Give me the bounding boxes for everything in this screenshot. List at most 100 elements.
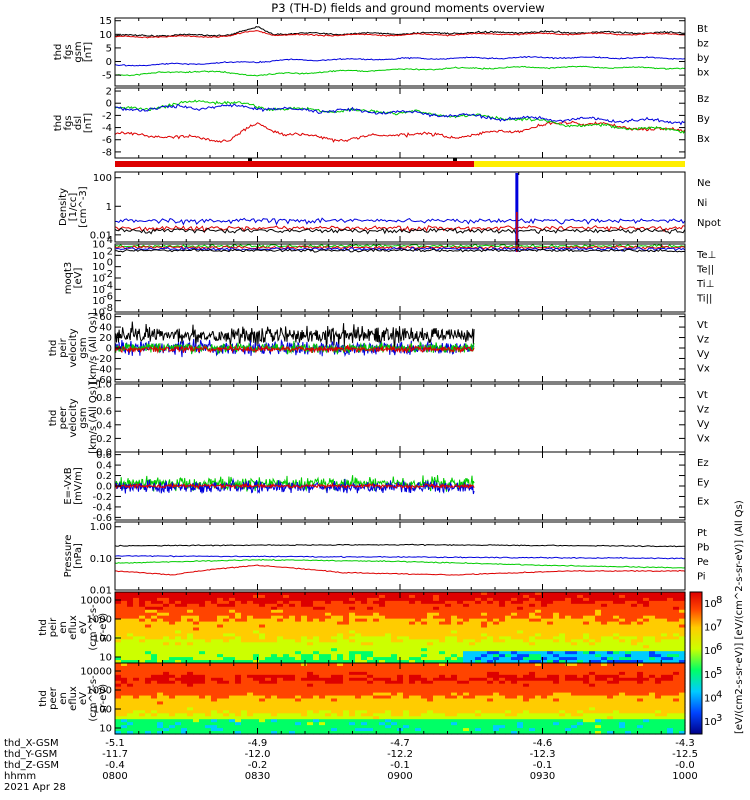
electron-spectrogram-cell	[355, 663, 362, 667]
ion-spectrogram-cell	[541, 642, 548, 646]
electron-spectrogram-cell	[571, 677, 578, 682]
ion-spectrogram-cell	[463, 657, 470, 661]
ion-spectrogram-cell	[625, 648, 632, 652]
electron-spectrogram-cell	[169, 674, 176, 679]
ion-spectrogram-cell	[181, 633, 188, 637]
ion-spectrogram-cell	[313, 636, 320, 640]
electron-spectrogram-cell	[601, 728, 608, 732]
ion-spectrogram-cell	[205, 636, 212, 640]
electron-spectrogram-cell	[517, 677, 524, 682]
ion-spectrogram-cell	[211, 615, 218, 620]
ion-spectrogram-cell	[439, 592, 446, 596]
ion-spectrogram-cell	[325, 594, 332, 599]
electron-spectrogram-cell	[361, 671, 368, 676]
electron-spectrogram-cell	[499, 692, 506, 697]
ion-spectrogram-cell	[349, 642, 356, 646]
fgs-dsl-series-By	[114, 99, 686, 134]
ion-spectrogram-cell	[631, 624, 638, 629]
ion-spectrogram-cell	[325, 639, 332, 643]
electron-spectrogram-cell	[475, 716, 482, 720]
electron-spectrogram-cell	[409, 680, 416, 685]
electron-spectrogram-cell	[523, 671, 530, 676]
electron-spectrogram-cell	[241, 665, 248, 670]
ion-spectrogram-cell	[139, 612, 146, 617]
electron-spectrogram-cell	[229, 663, 236, 667]
electron-spectrogram-cell	[349, 683, 356, 688]
ion-spectrogram-cell	[619, 624, 626, 629]
ion-spectrogram-cell	[253, 621, 260, 626]
ion-spectrogram-cell	[211, 627, 218, 632]
electron-spectrogram-cell	[475, 698, 482, 703]
electron-spectrogram-cell	[463, 710, 470, 714]
electron-spectrogram-cell	[193, 680, 200, 685]
electron-spectrogram-cell	[439, 707, 446, 711]
ion-spectrogram-cell	[259, 648, 266, 652]
electron-spectrogram-cell	[199, 710, 206, 714]
ion-spectrogram-cell	[355, 606, 362, 611]
electron-spectrogram-cell	[319, 698, 326, 703]
electron-spectrogram-cell	[499, 722, 506, 726]
ion-spectrogram-cell	[469, 660, 476, 664]
ion-spectrogram-cell	[601, 627, 608, 632]
electron-spectrogram-cell	[361, 701, 368, 706]
ion-spectrogram-cell	[475, 642, 482, 646]
ion-spectrogram-cell	[205, 654, 212, 658]
electron-spectrogram-cell	[379, 665, 386, 670]
ion-spectrogram-cell	[199, 603, 206, 608]
electron-spectrogram-cell	[541, 674, 548, 679]
electron-spectrogram-cell	[511, 668, 518, 673]
electron-spectrogram-cell	[535, 716, 542, 720]
ion-spectrogram-cell	[583, 618, 590, 623]
ion-spectrogram-cell	[217, 615, 224, 620]
electron-spectrogram-cell	[607, 689, 614, 694]
ion-spectrogram-cell	[661, 618, 668, 623]
electron-spectrogram-cell	[337, 698, 344, 703]
electron-spectrogram-cell	[283, 725, 290, 729]
ion-spectrogram-cell	[517, 657, 524, 661]
electron-spectrogram-cell	[223, 707, 230, 711]
electron-spectrogram-cell	[199, 683, 206, 688]
electron-spectrogram-cell	[529, 719, 536, 723]
electron-spectrogram-cell	[583, 665, 590, 670]
ion-spectrogram-cell	[571, 657, 578, 661]
electron-spectrogram-cell	[283, 686, 290, 691]
ion-spectrogram-cell	[229, 624, 236, 629]
electron-spectrogram-cell	[277, 686, 284, 691]
ion-spectrogram-cell	[601, 654, 608, 658]
ion-spectrogram-cell	[145, 633, 152, 637]
electron-spectrogram-cell	[475, 713, 482, 717]
electron-spectrogram-cell	[379, 686, 386, 691]
electron-spectrogram-cell	[415, 725, 422, 729]
ion-spectrogram-cell	[655, 633, 662, 637]
electron-spectrogram-cell	[475, 663, 482, 667]
electron-spectrogram-cell	[265, 713, 272, 717]
electron-spectrogram-cell	[241, 683, 248, 688]
ion-spectrogram-cell	[571, 615, 578, 620]
ion-spectrogram-cell	[469, 642, 476, 646]
electron-spectrogram-cell	[565, 689, 572, 694]
ion-spectrogram-cell	[487, 615, 494, 620]
electron-spectrogram-cell	[145, 692, 152, 697]
electron-spectrogram-cell	[127, 713, 134, 717]
ion-spectrogram-cell	[511, 600, 518, 605]
ion-spectrogram-cell	[289, 654, 296, 658]
ion-spectrogram-cell	[325, 615, 332, 620]
electron-spectrogram-cell	[169, 707, 176, 711]
ion-spectrogram-cell	[361, 600, 368, 605]
electron-spectrogram-cell	[601, 674, 608, 679]
electron-spectrogram-cell	[601, 725, 608, 729]
ion-spectrogram-cell	[505, 621, 512, 626]
electron-velocity-legend-0: Vt	[697, 390, 708, 401]
ion-spectrogram-cell	[259, 645, 266, 649]
ion-spectrogram-cell	[121, 630, 128, 635]
ion-spectrogram-cell	[499, 630, 506, 635]
electron-spectrogram-cell	[331, 731, 338, 735]
ion-spectrogram-cell	[493, 621, 500, 626]
ion-spectrogram-cell	[655, 657, 662, 661]
density-series-Npot	[114, 217, 686, 226]
electron-spectrogram-cell	[295, 683, 302, 688]
electron-spectrogram-cell	[385, 698, 392, 703]
electron-velocity-ylabel-2: velocity	[68, 398, 79, 437]
electron-spectrogram-cell	[421, 725, 428, 729]
ion-spectrogram-cell	[199, 621, 206, 626]
